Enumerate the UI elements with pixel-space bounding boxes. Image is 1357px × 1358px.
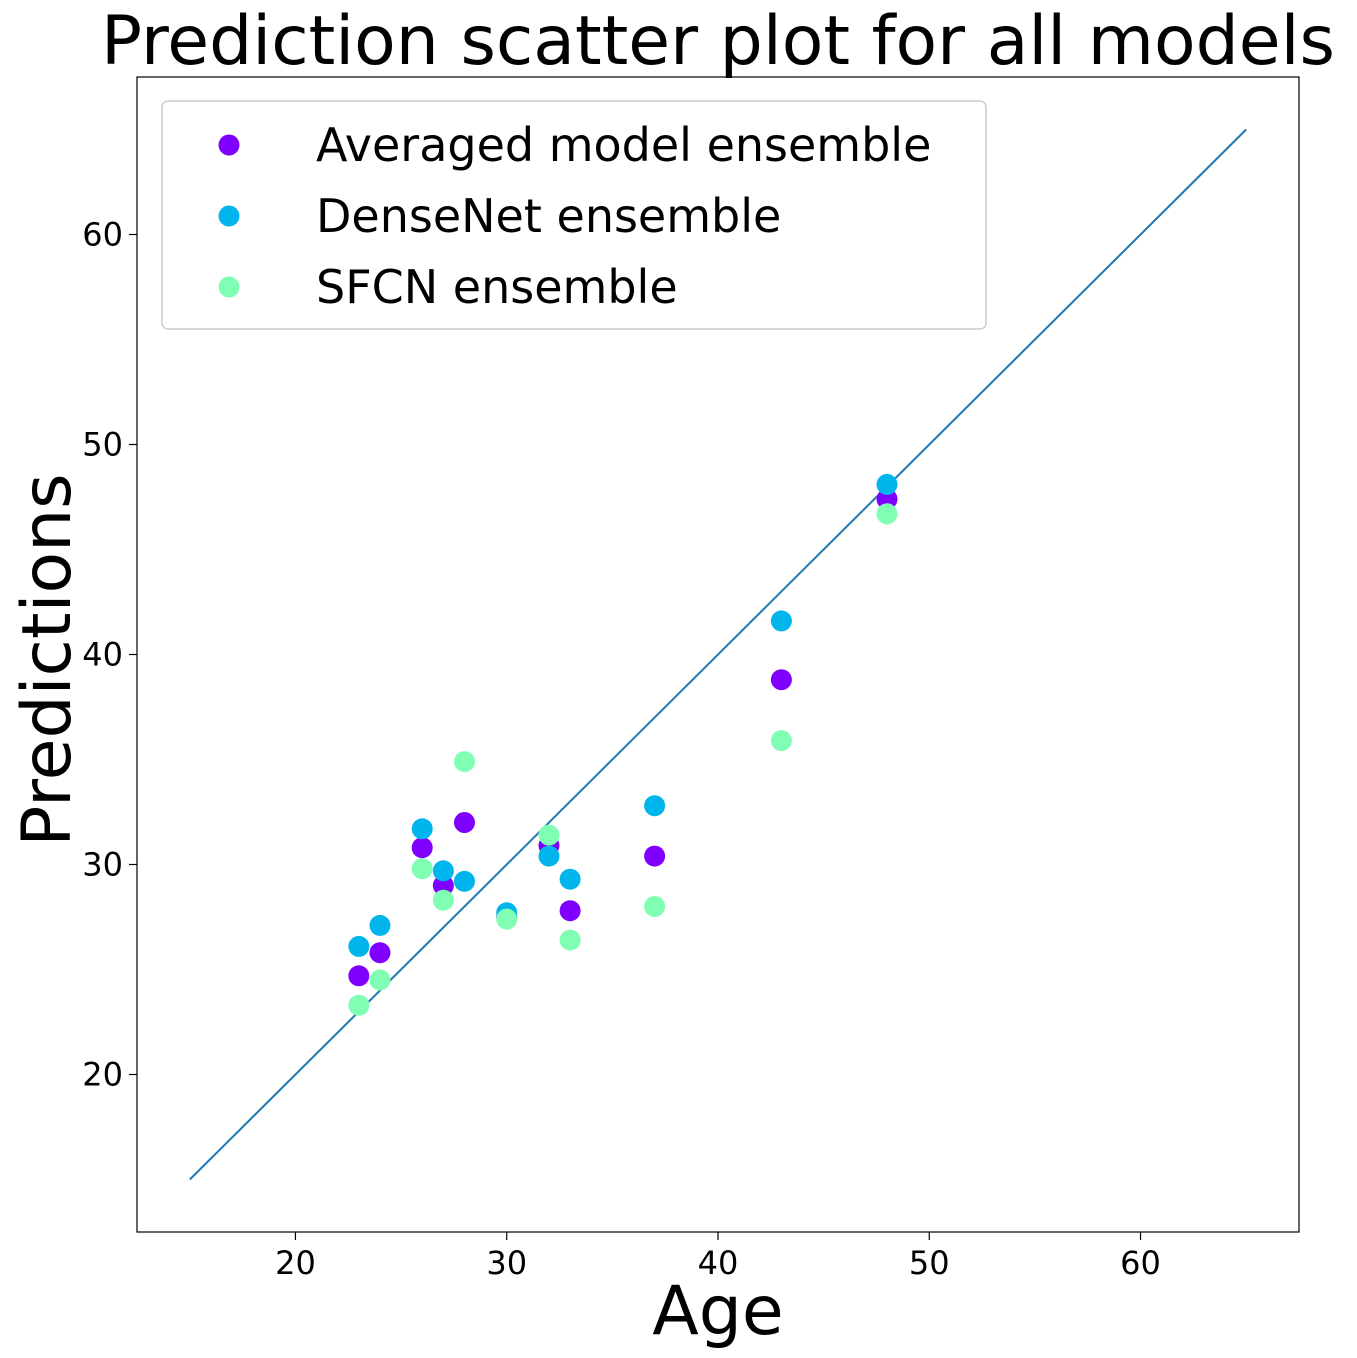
data-point-series-1: [770, 610, 792, 632]
data-point-series-1: [348, 935, 370, 957]
x-tick-label: 50: [909, 1244, 950, 1282]
data-point-series-2: [411, 858, 433, 880]
data-point-series-0: [411, 837, 433, 859]
data-point-series-1: [432, 860, 454, 882]
data-point-series-2: [432, 889, 454, 911]
y-tick-label: 30: [82, 846, 123, 884]
data-point-series-2: [453, 751, 475, 773]
x-axis-ticks: 20 30 40 50 60: [275, 1232, 1161, 1282]
data-point-series-1: [369, 914, 391, 936]
x-tick-label: 40: [698, 1244, 739, 1282]
x-tick-label: 60: [1120, 1244, 1161, 1282]
data-point-series-0: [348, 965, 370, 987]
legend-label: SFCN ensemble: [316, 260, 678, 314]
data-point-series-0: [432, 875, 454, 896]
data-point-series-0: [559, 900, 581, 922]
data-point-series-2: [496, 908, 518, 930]
data-point-series-0: [876, 488, 898, 510]
legend: Averaged model ensemble DenseNet ensemble…: [161, 100, 987, 330]
y-tick-label: 60: [82, 216, 123, 254]
data-point-series-0: [770, 669, 792, 691]
data-point-series-2: [369, 969, 391, 991]
y-tick-label: 50: [82, 426, 123, 464]
x-tick-label: 20: [275, 1244, 316, 1282]
legend-marker: [218, 134, 240, 156]
data-point-series-0: [369, 942, 391, 964]
data-point-series-1: [411, 818, 433, 840]
legend-label: DenseNet ensemble: [316, 189, 781, 243]
data-point-series-0: [453, 812, 475, 833]
data-point-series-2: [559, 929, 581, 951]
data-point-series-2: [538, 824, 560, 846]
data-point-series-2: [644, 896, 666, 917]
data-points: [348, 473, 898, 1016]
x-axis-label: Age: [652, 1272, 784, 1351]
x-tick-label: 30: [486, 1244, 527, 1282]
data-point-series-1: [559, 868, 581, 890]
data-point-series-2: [348, 994, 370, 1016]
legend-box: [161, 100, 987, 330]
data-point-series-1: [538, 845, 560, 867]
y-axis-label: Predictions: [8, 473, 87, 846]
legend-label: Averaged model ensemble: [316, 118, 931, 172]
y-axis-ticks: 20 30 40 50 60: [82, 216, 137, 1094]
data-point-series-0: [644, 845, 666, 867]
data-point-series-1: [876, 473, 898, 495]
legend-marker: [218, 276, 240, 298]
data-point-series-2: [876, 503, 898, 525]
data-point-series-2: [770, 730, 792, 752]
data-point-series-1: [644, 795, 666, 817]
data-point-series-1: [453, 870, 475, 892]
legend-marker: [218, 205, 240, 227]
y-tick-label: 20: [82, 1056, 123, 1094]
chart-title: Prediction scatter plot for all models: [101, 2, 1335, 81]
y-tick-label: 40: [82, 636, 123, 674]
